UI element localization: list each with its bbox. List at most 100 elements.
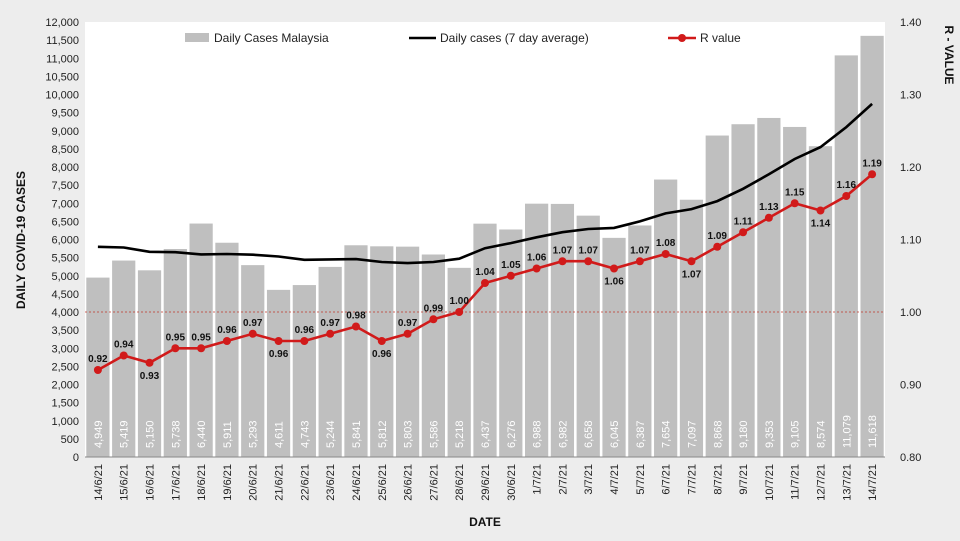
r-value-label: 0.96 bbox=[295, 325, 315, 336]
r-value-point bbox=[197, 344, 206, 353]
r-value-point bbox=[790, 199, 799, 208]
r-value-point bbox=[868, 170, 877, 179]
legend-r-label: R value bbox=[700, 31, 741, 45]
bar-value-label: 4,611 bbox=[274, 421, 286, 448]
r-value-point bbox=[764, 213, 773, 222]
x-tick-label: 29/6/21 bbox=[480, 464, 492, 501]
r-value-point bbox=[635, 257, 644, 266]
y2-tick-label: 0.90 bbox=[900, 380, 921, 392]
bar bbox=[499, 229, 523, 457]
r-value-label: 1.06 bbox=[604, 277, 624, 288]
r-value-point bbox=[532, 264, 541, 273]
x-tick-label: 6/7/21 bbox=[661, 464, 673, 495]
x-tick-label: 1/7/21 bbox=[532, 464, 544, 495]
bar bbox=[163, 248, 187, 457]
bar-value-label: 6,658 bbox=[583, 420, 595, 448]
bar bbox=[395, 246, 420, 457]
x-tick-label: 15/6/21 bbox=[119, 464, 131, 501]
r-value-label: 1.07 bbox=[682, 269, 702, 280]
bar-value-label: 5,841 bbox=[351, 420, 363, 448]
r-value-point bbox=[222, 337, 231, 345]
y-tick-label: 11,000 bbox=[46, 53, 79, 65]
r-value-label: 0.94 bbox=[114, 340, 134, 351]
bar bbox=[783, 126, 807, 457]
r-value-point bbox=[739, 228, 748, 237]
y-tick-label: 8,500 bbox=[51, 144, 79, 156]
r-value-point bbox=[145, 358, 154, 367]
bar-value-label: 7,097 bbox=[686, 420, 698, 448]
y2-tick-label: 1.20 bbox=[900, 162, 921, 174]
y-tick-label: 7,500 bbox=[51, 180, 79, 192]
y-tick-label: 4,000 bbox=[51, 307, 79, 319]
x-tick-label: 21/6/21 bbox=[274, 464, 286, 501]
legend: Daily Cases Malaysia Daily cases (7 day … bbox=[185, 31, 741, 45]
y-tick-label: 10,500 bbox=[45, 71, 79, 83]
r-value-label: 1.16 bbox=[837, 180, 857, 191]
r-value-point bbox=[326, 329, 335, 338]
legend-avg-label: Daily cases (7 day average) bbox=[440, 31, 589, 45]
bar bbox=[421, 254, 445, 457]
x-tick-label: 17/6/21 bbox=[170, 464, 182, 501]
bar bbox=[834, 55, 858, 457]
r-value-label: 1.09 bbox=[708, 231, 728, 242]
y-tick-label: 2,000 bbox=[51, 380, 79, 392]
bar-value-label: 5,803 bbox=[403, 420, 415, 448]
x-tick-label: 14/7/21 bbox=[867, 464, 879, 501]
bar bbox=[370, 246, 394, 457]
bar-value-label: 4,743 bbox=[299, 420, 311, 448]
bar bbox=[241, 265, 265, 457]
r-value-label: 1.13 bbox=[759, 202, 779, 213]
x-tick-label: 14/6/21 bbox=[93, 464, 105, 501]
bar bbox=[318, 266, 342, 457]
r-value-point bbox=[558, 257, 567, 266]
bar-value-label: 4,949 bbox=[93, 420, 105, 448]
x-tick-label: 26/6/21 bbox=[403, 464, 415, 501]
x-tick-label: 7/7/21 bbox=[686, 464, 698, 495]
bar bbox=[447, 267, 471, 457]
bar-value-label: 5,244 bbox=[325, 420, 337, 448]
legend-r-marker bbox=[678, 34, 686, 42]
bar-value-label: 11,079 bbox=[841, 415, 853, 448]
r-value-label: 0.92 bbox=[88, 354, 108, 365]
bar-value-label: 6,440 bbox=[196, 420, 208, 448]
bar bbox=[344, 245, 368, 457]
legend-bar-label: Daily Cases Malaysia bbox=[214, 31, 329, 45]
r-value-label: 0.95 bbox=[191, 332, 211, 343]
r-value-label: 1.04 bbox=[475, 267, 495, 278]
bar-value-label: 5,293 bbox=[248, 420, 260, 448]
y-tick-label: 9,500 bbox=[51, 108, 79, 120]
x-tick-label: 30/6/21 bbox=[506, 464, 518, 501]
bar-value-label: 6,276 bbox=[506, 420, 518, 448]
y-tick-label: 9,000 bbox=[51, 126, 79, 138]
y2-tick-label: 0.80 bbox=[900, 452, 921, 464]
r-value-point bbox=[506, 271, 515, 280]
r-value-label: 0.96 bbox=[269, 349, 289, 360]
bar-value-label: 11,618 bbox=[867, 415, 879, 448]
x-tick-label: 5/7/21 bbox=[635, 464, 647, 495]
y2-tick-label: 1.30 bbox=[900, 90, 921, 102]
x-tick-label: 16/6/21 bbox=[145, 464, 157, 501]
bar bbox=[189, 223, 213, 457]
bar bbox=[705, 135, 729, 457]
x-tick-label: 25/6/21 bbox=[377, 464, 389, 501]
y-tick-label: 11,500 bbox=[46, 35, 79, 47]
r-value-label: 0.97 bbox=[243, 318, 263, 329]
r-value-label: 0.98 bbox=[346, 311, 366, 322]
x-tick-label: 4/7/21 bbox=[609, 464, 621, 495]
r-value-label: 1.00 bbox=[449, 296, 469, 307]
bar-value-label: 6,988 bbox=[532, 420, 544, 448]
r-value-point bbox=[119, 351, 128, 360]
y2-axis-title: R - VALUE bbox=[942, 25, 956, 84]
x-tick-label: 9/7/21 bbox=[738, 464, 750, 495]
x-tick-label: 19/6/21 bbox=[222, 464, 234, 501]
bar bbox=[550, 203, 575, 457]
x-tick-label: 13/7/21 bbox=[841, 464, 853, 501]
y-axis-title: DAILY COVID-19 CASES bbox=[14, 171, 28, 309]
r-value-point bbox=[481, 279, 489, 287]
bar-value-label: 5,218 bbox=[454, 420, 466, 448]
bar bbox=[654, 179, 678, 458]
y-tick-label: 7,000 bbox=[51, 198, 79, 210]
bar-value-label: 8,574 bbox=[815, 420, 827, 448]
x-tick-label: 12/7/21 bbox=[815, 464, 827, 501]
bar-value-label: 6,045 bbox=[609, 420, 621, 448]
